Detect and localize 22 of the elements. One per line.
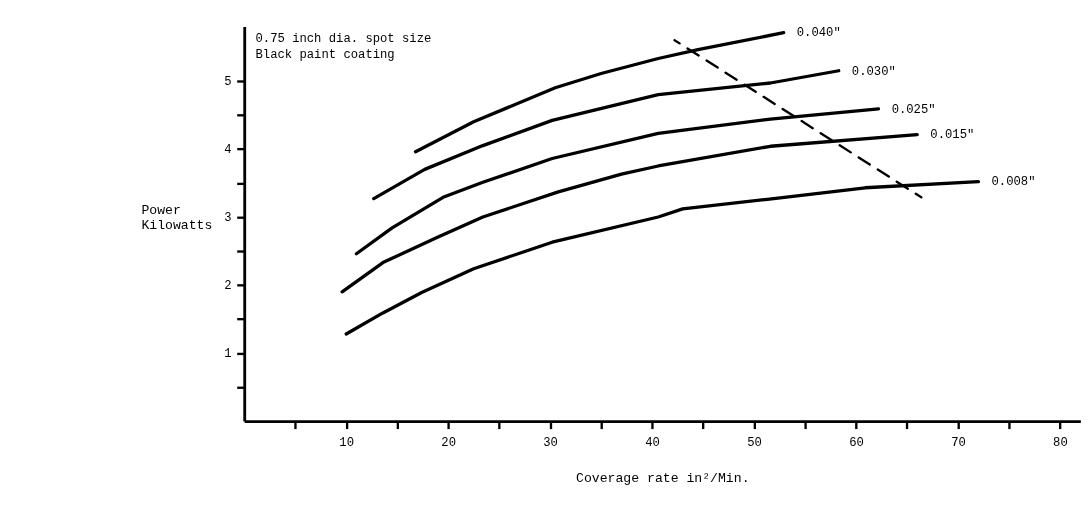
x-tick-label: 30: [543, 436, 558, 450]
series-label: 0.015": [930, 128, 975, 143]
series-label: 0.030": [851, 64, 896, 79]
x-tick-label: 50: [747, 436, 762, 450]
annotation: 0.75 inch dia. spot size: [255, 31, 432, 46]
x-tick-label: 60: [849, 436, 864, 450]
x-tick-label: 40: [645, 436, 660, 450]
y-tick-label: 3: [224, 211, 232, 226]
x-tick-label: 80: [1053, 436, 1068, 450]
y-tick-label: 4: [224, 143, 232, 158]
x-tick-label: 70: [951, 436, 966, 450]
series-label: 0.040": [796, 26, 841, 41]
annotation: Black paint coating: [255, 47, 395, 62]
y-axis-title: Power Kilowatts: [141, 202, 213, 233]
series-label: 0.025": [891, 102, 936, 117]
y-tick-label: 1: [224, 347, 232, 362]
y-tick-label: 2: [224, 279, 232, 294]
series-label: 0.008": [991, 175, 1036, 190]
y-tick-label: 5: [224, 75, 232, 90]
x-tick-label: 20: [441, 436, 456, 450]
x-axis-title: Coverage rate in²/Min.: [576, 470, 750, 486]
x-tick-label: 10: [339, 436, 355, 450]
